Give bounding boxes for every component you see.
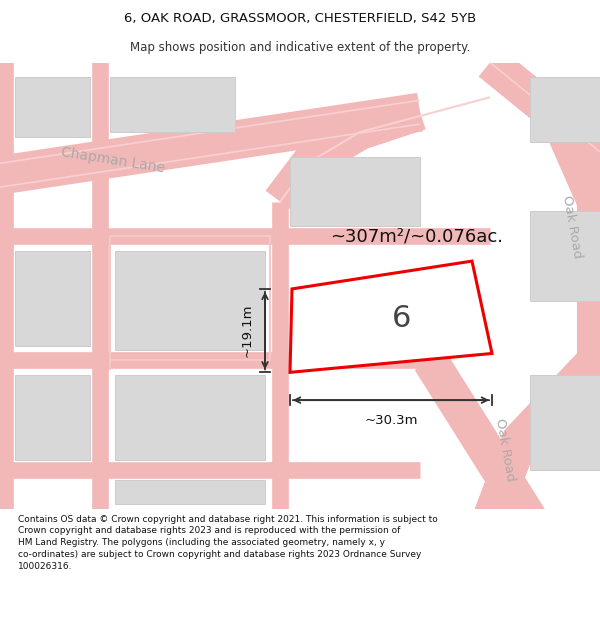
Polygon shape (110, 78, 235, 132)
Text: 6, OAK ROAD, GRASSMOOR, CHESTERFIELD, S42 5YB: 6, OAK ROAD, GRASSMOOR, CHESTERFIELD, S4… (124, 12, 476, 26)
Text: ~19.1m: ~19.1m (241, 304, 254, 358)
Text: Oak Road: Oak Road (560, 194, 584, 259)
Text: Map shows position and indicative extent of the property.: Map shows position and indicative extent… (130, 41, 470, 54)
Polygon shape (15, 251, 90, 346)
Polygon shape (115, 251, 265, 351)
Polygon shape (115, 375, 265, 460)
Polygon shape (290, 261, 492, 372)
Polygon shape (290, 157, 420, 226)
Polygon shape (530, 211, 600, 301)
Polygon shape (530, 375, 600, 469)
Text: Contains OS data © Crown copyright and database right 2021. This information is : Contains OS data © Crown copyright and d… (18, 515, 438, 571)
Text: 6: 6 (392, 304, 411, 334)
Polygon shape (530, 78, 600, 142)
Text: Oak Road: Oak Road (493, 418, 517, 482)
Polygon shape (15, 78, 90, 137)
Text: ~307m²/~0.076ac.: ~307m²/~0.076ac. (330, 228, 503, 245)
Text: Chapman Lane: Chapman Lane (60, 145, 166, 175)
Polygon shape (15, 375, 90, 460)
Text: ~30.3m: ~30.3m (364, 414, 418, 426)
Polygon shape (115, 479, 265, 504)
